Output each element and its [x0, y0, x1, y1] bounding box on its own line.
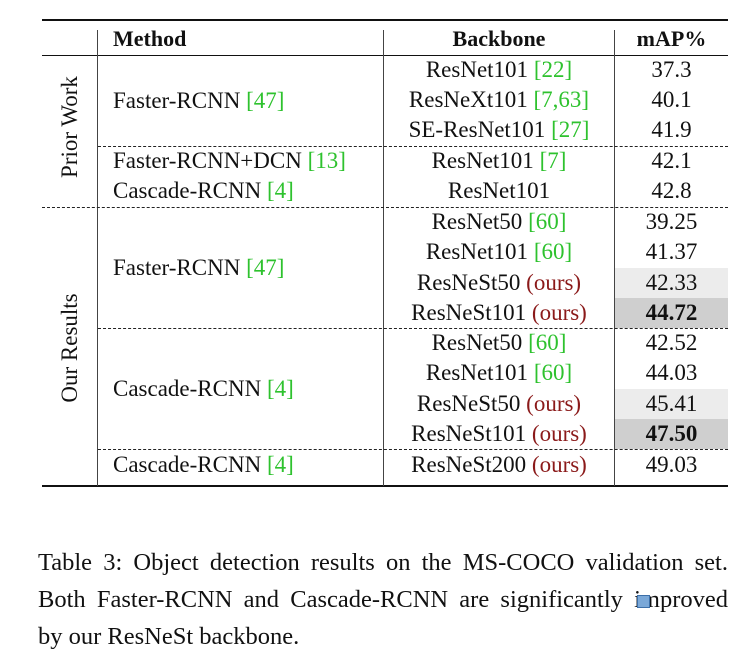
backbone-cell: ResNeXt101 [7,63] — [408, 87, 590, 112]
dash-group-split — [42, 207, 728, 208]
map-cell: 45.41 — [645, 391, 698, 416]
col-divider-group — [97, 30, 98, 486]
backbone-cell: ResNet101 [7] — [431, 148, 567, 173]
map-cell: 40.1 — [651, 87, 692, 112]
selection-marker-icon — [637, 595, 650, 608]
table-caption: Table 3: Object detection results on the… — [38, 549, 728, 650]
group-label-prior: Prior Work — [57, 76, 82, 178]
backbone-cell: ResNeSt200 (ours) — [411, 452, 587, 477]
backbone-cell: ResNeSt101 (ours) — [411, 421, 587, 446]
method-cell: Cascade-RCNN [4] — [113, 178, 294, 203]
dash-cascade-200 — [98, 449, 728, 450]
map-cell: 44.03 — [645, 360, 698, 385]
header-method: Method — [113, 26, 187, 51]
map-cell-best: 47.50 — [645, 421, 698, 446]
backbone-cell: ResNet101 [60] — [425, 239, 573, 264]
col-divider-method — [383, 30, 384, 486]
map-cell: 37.3 — [651, 57, 692, 82]
map-cell: 41.37 — [645, 239, 698, 264]
backbone-cell: ResNet101 [60] — [425, 360, 573, 385]
method-cell: Faster-RCNN+DCN [13] — [113, 148, 346, 173]
backbone-cell: ResNet50 [60] — [431, 330, 567, 355]
dash-faster-cascade — [98, 328, 728, 329]
shade-r11 — [615, 389, 728, 419]
map-cell: 42.33 — [645, 270, 698, 295]
group-label-ours: Our Results — [57, 293, 82, 403]
backbone-cell: ResNeSt50 (ours) — [416, 391, 582, 416]
header-rule — [42, 55, 728, 56]
method-cell: Faster-RCNN [47] — [113, 88, 285, 113]
map-cell: 42.1 — [651, 148, 692, 173]
table-top-rule — [42, 19, 728, 21]
map-cell-best: 44.72 — [645, 300, 698, 325]
map-cell: 42.8 — [651, 178, 692, 203]
table-bottom-rule — [42, 485, 728, 487]
backbone-cell: SE-ResNet101 [27] — [408, 117, 590, 142]
shade-r8 — [615, 298, 728, 328]
map-cell: 42.52 — [645, 330, 698, 355]
backbone-cell: ResNet101 — [447, 178, 551, 203]
map-cell: 49.03 — [645, 452, 698, 477]
backbone-cell: ResNeSt50 (ours) — [416, 270, 582, 295]
method-cell: Cascade-RCNN [4] — [113, 452, 294, 477]
header-map: mAP% — [636, 26, 707, 51]
shade-r12 — [615, 419, 728, 449]
method-cell: Cascade-RCNN [4] — [113, 376, 294, 401]
method-cell: Faster-RCNN [47] — [113, 255, 285, 280]
backbone-cell: ResNet101 [22] — [425, 57, 573, 82]
backbone-cell: ResNeSt101 (ours) — [411, 300, 587, 325]
map-cell: 39.25 — [645, 209, 698, 234]
header-backbone: Backbone — [452, 26, 546, 51]
map-cell: 41.9 — [651, 117, 692, 142]
shade-r7 — [615, 268, 728, 298]
backbone-cell: ResNet50 [60] — [431, 209, 567, 234]
dash-prior-split — [98, 146, 728, 147]
col-divider-backbone — [614, 30, 615, 486]
